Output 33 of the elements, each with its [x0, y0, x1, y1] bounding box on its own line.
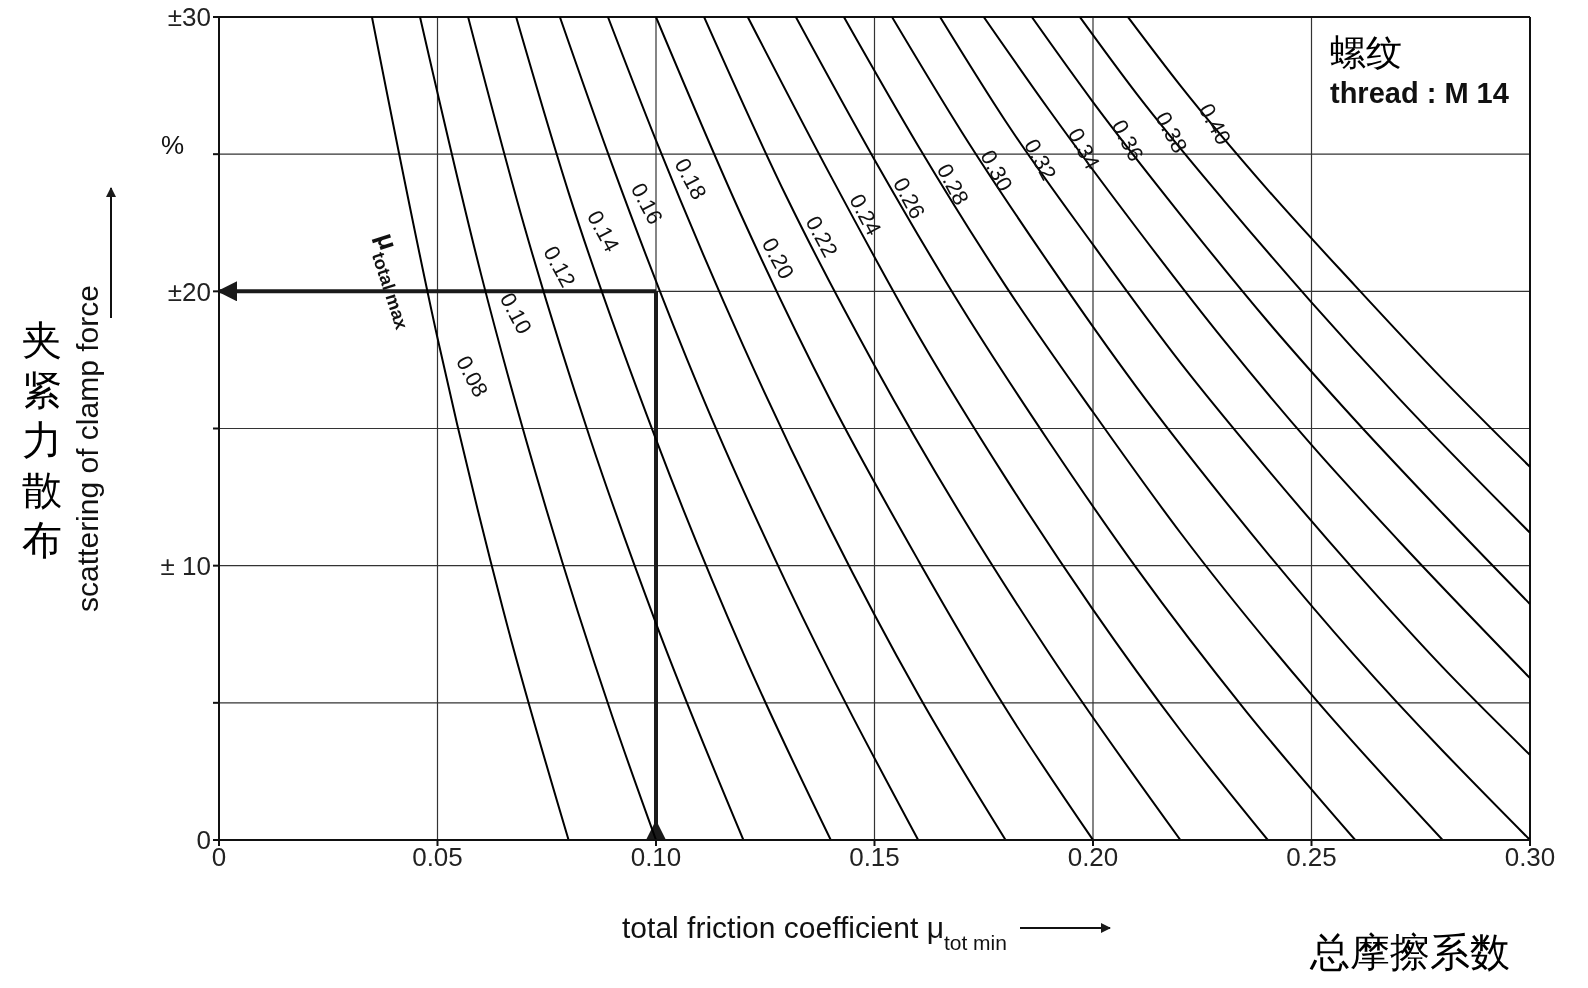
text: 0.24: [844, 189, 887, 240]
text: 0.10: [494, 288, 537, 339]
text: 0.22: [800, 211, 843, 262]
x-tick-label: 0.20: [1067, 842, 1119, 873]
text: 0.16: [625, 178, 669, 229]
x-tick-label: 0.05: [412, 842, 463, 873]
text: 夹紧力散布: [22, 317, 62, 563]
x-tick-label: 0.15: [849, 842, 900, 873]
x-tick-label: 0.30: [1504, 842, 1556, 873]
x-tick-label: 0.25: [1286, 842, 1337, 873]
text: 0.28: [931, 159, 974, 210]
x-tick-label: 0.10: [630, 842, 682, 873]
text: 0.34: [1062, 123, 1106, 174]
text: 0.18: [669, 154, 712, 204]
text: 0.38: [1150, 107, 1193, 158]
x-axis-title: total friction coefficient μ$_{tot min}$: [622, 911, 1007, 954]
text: 0.36: [1106, 115, 1149, 166]
y-tick-label: ±20: [167, 276, 211, 307]
text: %: [161, 130, 185, 161]
text: 0.30: [975, 145, 1018, 196]
y-tick-label: ± 10: [160, 550, 211, 581]
y-tick-label: ±30: [167, 2, 211, 33]
text: 0.26: [888, 173, 931, 223]
text: 0.12: [538, 241, 581, 292]
y-axis-title: scattering of clamp force: [71, 285, 104, 612]
text: 0.32: [1019, 134, 1062, 185]
text: 总摩擦系数: [1309, 929, 1510, 975]
annotation: 螺纹: [1330, 32, 1402, 73]
text: 0.20: [756, 233, 800, 284]
text: 0.14: [582, 206, 625, 256]
text: 0.08: [451, 351, 494, 402]
text: 0.40: [1193, 99, 1237, 149]
annotation: thread : M 14: [1330, 77, 1509, 109]
